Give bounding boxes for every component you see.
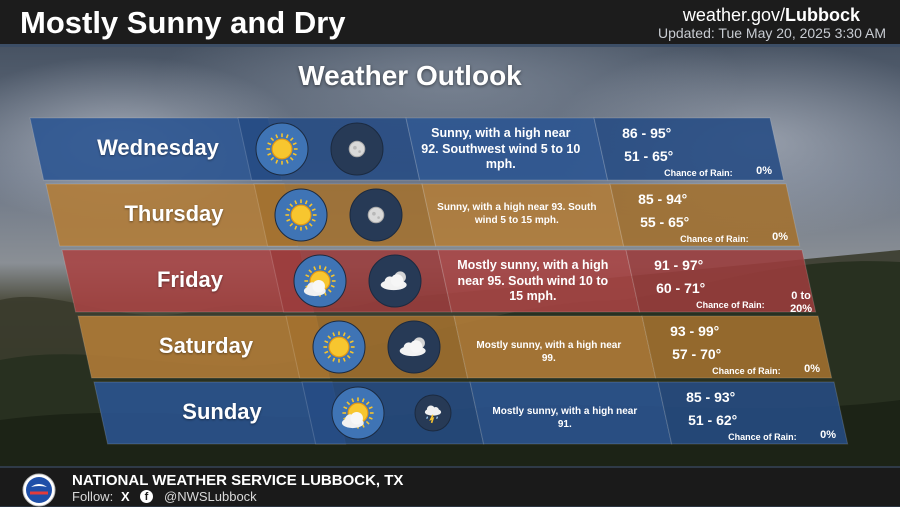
high-temp: 86 - 95° [622, 125, 672, 141]
rain-chance-value: 0 to 20% [790, 290, 813, 315]
outlook-title: Weather Outlook [298, 60, 522, 91]
follow-label: Follow: [72, 489, 114, 504]
high-temp: 85 - 93° [686, 389, 736, 405]
day-name: Friday [156, 267, 224, 292]
rain-chance-label: Chance of Rain: [680, 234, 749, 244]
band-segment [625, 249, 817, 313]
low-temp: 51 - 62° [688, 412, 738, 428]
rain-chance-label: Chance of Rain: [696, 300, 765, 310]
forecast-description: Mostly sunny, with a high near 91. [492, 406, 638, 430]
facebook-icon[interactable]: f [140, 490, 153, 503]
site-link[interactable]: weather.gov/Lubbock [683, 5, 860, 26]
low-temp: 55 - 65° [640, 214, 690, 230]
low-temp: 51 - 65° [624, 148, 674, 164]
rain-chance-label: Chance of Rain: [712, 366, 781, 376]
band-segment [609, 183, 801, 247]
day-name: Sunday [182, 399, 262, 424]
rain-chance-label: Chance of Rain: [664, 168, 733, 178]
mostly-sunny-icon [293, 254, 347, 308]
nws-logo-icon [22, 473, 56, 507]
footer-divider [0, 466, 900, 468]
forecast-description: Mostly sunny, with a high near 95. South… [457, 258, 609, 304]
forecast-description: Sunny, with a high near 93. South wind 5… [437, 202, 597, 226]
high-temp: 85 - 94° [638, 191, 688, 207]
clear-night-icon [330, 122, 384, 176]
day-name: Wednesday [97, 135, 219, 160]
sunny-icon [255, 122, 309, 176]
header-bar [0, 0, 900, 46]
page-title: Mostly Sunny and Dry [20, 5, 346, 40]
low-temp: 57 - 70° [672, 346, 722, 362]
rain-chance-value: 0% [820, 429, 837, 441]
site-prefix: weather.gov/ [682, 5, 785, 25]
rain-chance-value: 0% [756, 165, 773, 177]
rain-chance-label: Chance of Rain: [728, 432, 797, 442]
day-name: Thursday [124, 201, 224, 226]
partly-cloudy-night-icon [387, 320, 441, 374]
sunny-icon [274, 188, 328, 242]
low-temp: 60 - 71° [656, 280, 706, 296]
x-icon[interactable]: X [121, 489, 130, 504]
forecast-description: Mostly sunny, with a high near 99. [476, 340, 622, 364]
rain-chance-value: 0% [772, 231, 789, 243]
band-segment [657, 381, 849, 445]
high-temp: 93 - 99° [670, 323, 720, 339]
partly-cloudy-night-icon [368, 254, 422, 308]
header-divider [0, 44, 900, 47]
org-name: NATIONAL WEATHER SERVICE LUBBOCK, TX [72, 472, 404, 489]
updated-timestamp: Updated: Tue May 20, 2025 3:30 AM [657, 25, 886, 41]
mostly-sunny-icon [331, 386, 385, 440]
site-office: Lubbock [785, 5, 860, 25]
day-name: Saturday [158, 333, 254, 358]
band-segment [641, 315, 833, 379]
thunderstorm-icon [414, 394, 452, 432]
clear-night-icon [349, 188, 403, 242]
band-segment [593, 117, 785, 181]
forecast-description: Sunny, with a high near 92. Southwest wi… [421, 126, 581, 172]
social-handle[interactable]: @NWSLubbock [164, 489, 257, 504]
rain-chance-value: 0% [804, 363, 821, 375]
high-temp: 91 - 97° [654, 257, 704, 273]
sunny-icon [312, 320, 366, 374]
